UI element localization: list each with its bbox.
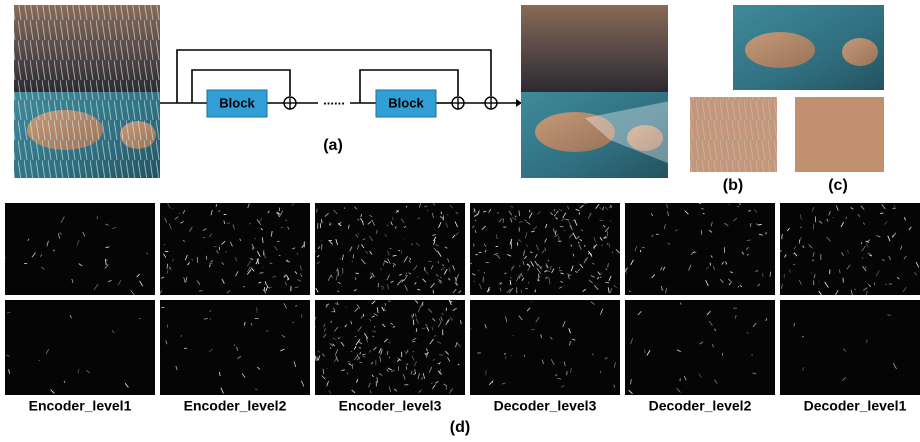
feature-edge bbox=[681, 303, 682, 305]
feature-edge bbox=[446, 386, 447, 390]
feature-edge bbox=[413, 320, 414, 325]
caption-a: (a) bbox=[323, 137, 343, 154]
feature-edge bbox=[612, 252, 613, 253]
ellipsis: ...... bbox=[323, 92, 345, 107]
crop-artifacts bbox=[690, 97, 777, 172]
feature-map bbox=[780, 300, 920, 395]
zoom-crop-c bbox=[795, 97, 884, 172]
caption-d: (d) bbox=[450, 419, 470, 436]
feature-edge bbox=[3, 257, 5, 261]
feature-edge bbox=[442, 265, 444, 266]
feature-edge bbox=[519, 210, 520, 215]
feature-edge bbox=[667, 204, 668, 208]
feature-edge bbox=[486, 370, 487, 376]
feature-map-grid: Encoder_level1 Encoder_level2 Encoder_leve… bbox=[3, 203, 920, 414]
output-street-image bbox=[521, 5, 668, 92]
feature-map bbox=[5, 203, 155, 295]
bear-shape bbox=[745, 32, 815, 68]
caption-c: (c) bbox=[828, 177, 848, 194]
feature-map bbox=[5, 300, 155, 395]
rain-streaks bbox=[14, 5, 160, 178]
feature-edge bbox=[192, 258, 193, 261]
caption-b: (b) bbox=[723, 177, 743, 194]
feature-edge bbox=[422, 328, 425, 329]
feature-edge bbox=[374, 326, 375, 327]
feature-map bbox=[160, 300, 310, 395]
feature-edge bbox=[549, 279, 550, 284]
block-label: Block bbox=[388, 95, 424, 110]
feature-map bbox=[470, 300, 620, 395]
feature-edge bbox=[693, 252, 697, 253]
block-label: Block bbox=[219, 95, 255, 110]
feature-edge bbox=[373, 336, 374, 337]
feature-edge bbox=[327, 368, 328, 369]
feature-edge bbox=[551, 266, 552, 270]
feature-edge bbox=[257, 307, 258, 313]
feature-map-label: Encoder_level2 bbox=[184, 398, 287, 414]
feature-edge bbox=[322, 219, 323, 223]
feature-map bbox=[160, 203, 310, 295]
feature-map-label: Encoder_level1 bbox=[29, 398, 132, 414]
bear-shape bbox=[842, 38, 878, 66]
feature-edge bbox=[483, 277, 484, 283]
feature-edge bbox=[588, 253, 589, 254]
feature-map bbox=[625, 203, 775, 295]
feature-edge bbox=[210, 319, 211, 320]
feature-edge bbox=[524, 355, 525, 357]
feature-map-label: Decoder_level2 bbox=[649, 398, 752, 414]
feature-edge bbox=[782, 234, 783, 239]
page: Block Block ...... (a) (b) (c) Encoder_l… bbox=[0, 0, 920, 442]
feature-edge bbox=[440, 277, 441, 278]
feature-edge bbox=[398, 250, 400, 251]
feature-edge bbox=[3, 284, 5, 285]
feature-map-label: Decoder_level1 bbox=[804, 398, 907, 414]
feature-edge bbox=[738, 286, 739, 288]
feature-edge bbox=[225, 252, 226, 253]
feature-edge bbox=[160, 204, 161, 205]
figure: Block Block ...... (a) (b) (c) Encoder_l… bbox=[0, 0, 920, 437]
feature-map-label: Encoder_level3 bbox=[339, 398, 442, 414]
feature-map bbox=[625, 300, 775, 395]
feature-map-label: Decoder_level3 bbox=[494, 398, 597, 414]
feature-edge bbox=[263, 268, 264, 269]
feature-edge bbox=[340, 258, 341, 259]
